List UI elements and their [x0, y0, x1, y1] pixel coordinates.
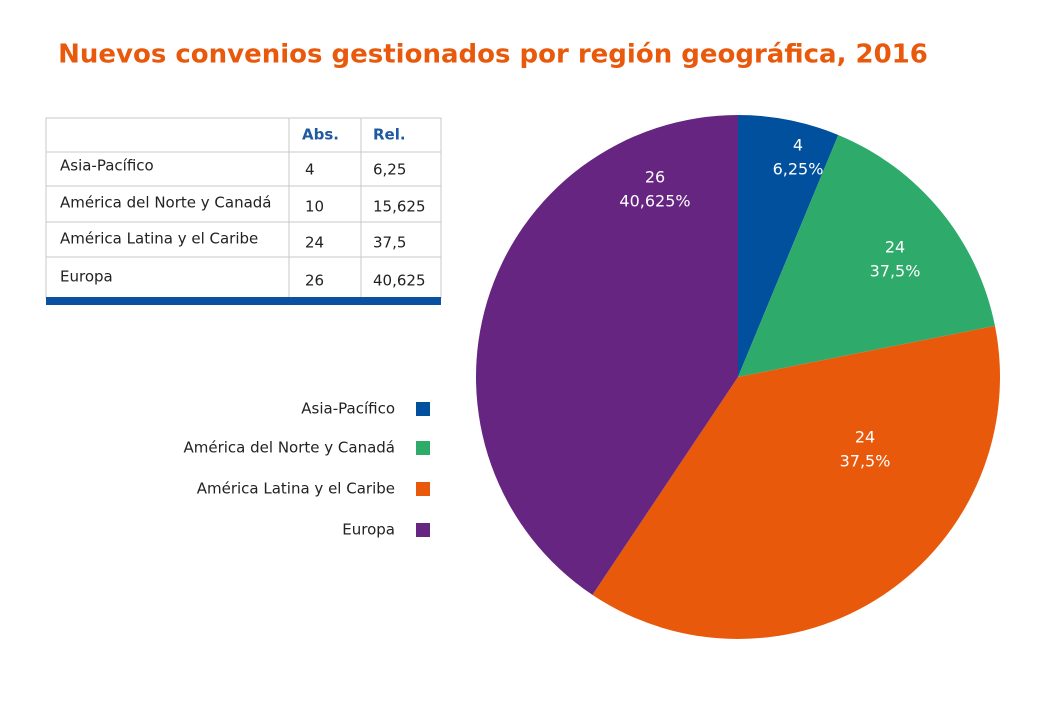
slice-label: 37,5%	[840, 452, 891, 471]
table-cell: Europa	[60, 268, 113, 286]
legend-swatch	[416, 523, 430, 537]
table-cell: 6,25	[373, 161, 406, 179]
slice-label: 4	[793, 136, 803, 155]
slice-label: 37,5%	[870, 262, 921, 281]
slice-label: 40,625%	[619, 192, 690, 211]
table	[45, 117, 442, 305]
slice-label: 26	[645, 168, 665, 187]
table-cell: 37,5	[373, 234, 406, 252]
table-header: Rel.	[373, 126, 406, 144]
table-cell: 24	[305, 234, 324, 252]
slice-label: 24	[855, 428, 875, 447]
table-bar	[46, 297, 441, 305]
pie-slice	[592, 325, 1001, 639]
legend-swatch	[416, 482, 430, 496]
table-cell: América del Norte y Canadá	[60, 194, 272, 212]
table-cell: Asia-Pacífico	[60, 157, 154, 175]
legend-label: Asia-Pacífico	[301, 400, 395, 418]
legend-label: América Latina y el Caribe	[197, 480, 395, 498]
table-cell: 4	[305, 161, 315, 179]
table-cell: 40,625	[373, 272, 426, 290]
legend-swatch	[416, 441, 430, 455]
slice-label: 6,25%	[773, 160, 824, 179]
table-frame	[45, 117, 442, 299]
table-header: Abs.	[302, 126, 339, 144]
pie-slice	[476, 115, 738, 595]
legend-swatch	[416, 402, 430, 416]
pie-slice	[738, 134, 995, 377]
chart-title: Nuevos convenios gestionados por región …	[58, 40, 928, 70]
slice-label: 24	[885, 238, 905, 257]
table-cell: 15,625	[373, 198, 426, 216]
legend-label: América del Norte y Canadá	[184, 439, 396, 457]
pie-slice	[738, 115, 839, 377]
table-cell: 10	[305, 198, 324, 216]
table-cell: 26	[305, 272, 324, 290]
legend-label: Europa	[342, 521, 395, 539]
table-cell: América Latina y el Caribe	[60, 230, 258, 248]
